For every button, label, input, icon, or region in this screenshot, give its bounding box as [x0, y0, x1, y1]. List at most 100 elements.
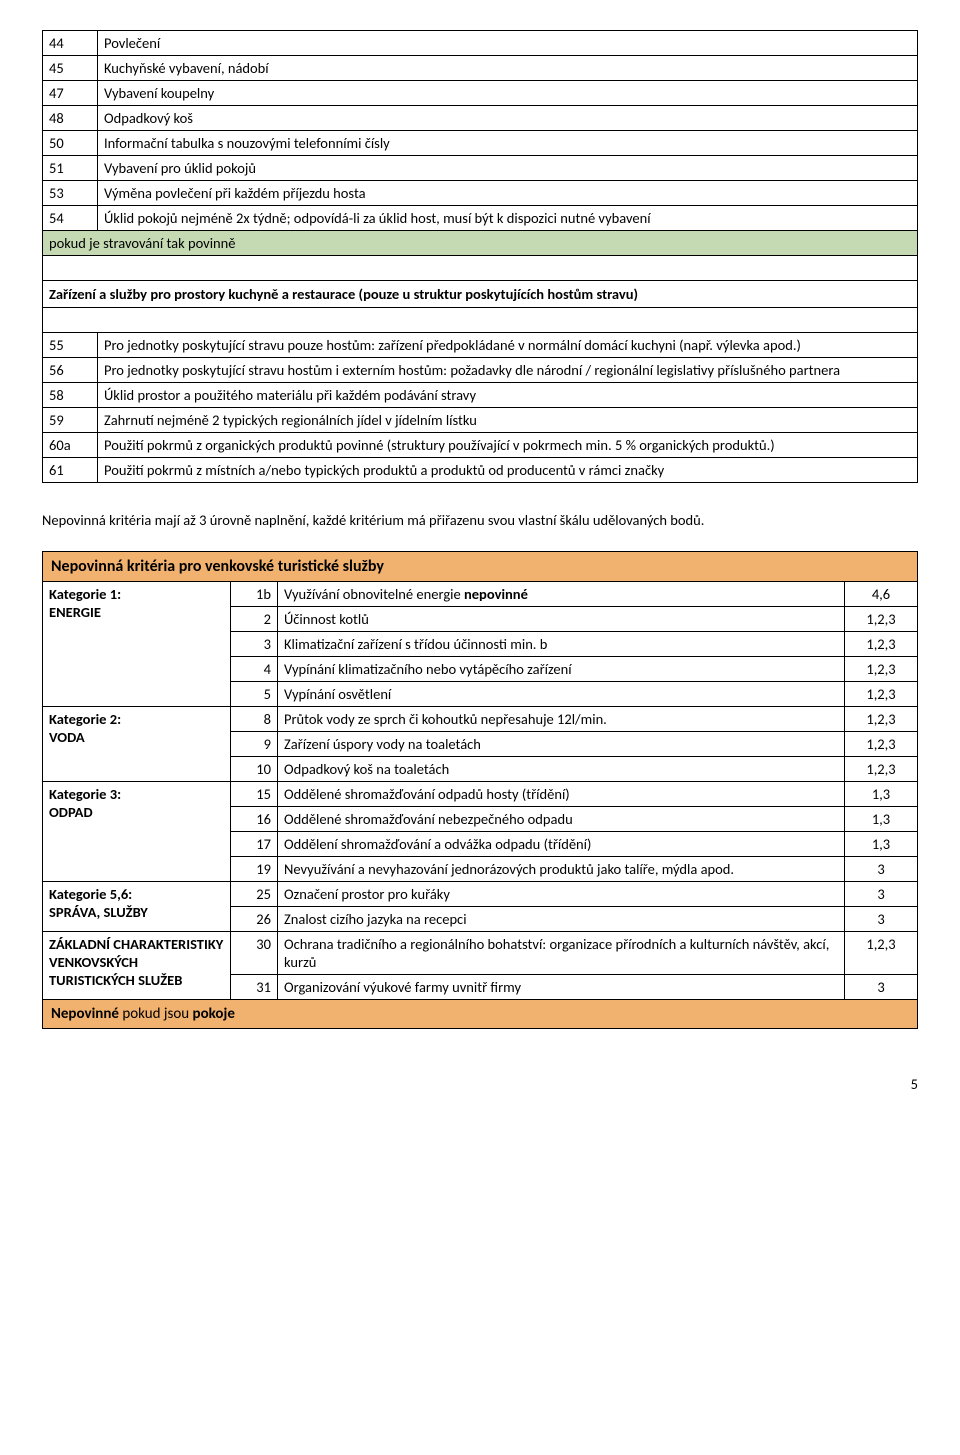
criterion-points: 4,6 — [845, 582, 918, 607]
criterion-index: 26 — [231, 907, 278, 932]
page-number: 5 — [42, 1075, 918, 1093]
criterion-points: 1,2,3 — [845, 632, 918, 657]
criterion-text: Oddělené shromažďování odpadů hosty (tří… — [278, 782, 845, 807]
criterion-points: 1,2,3 — [845, 932, 918, 975]
criterion-text: Oddělené shromažďování nebezpečného odpa… — [278, 807, 845, 832]
table-row: Kategorie 1:ENERGIE1bVyužívání obnovitel… — [43, 582, 918, 607]
row-text: Zahrnutí nejméně 2 typických regionálníc… — [98, 408, 918, 433]
row-text: Úklid prostor a použitého materiálu při … — [98, 383, 918, 408]
criterion-text: Vypínání osvětlení — [278, 682, 845, 707]
criterion-points: 1,2,3 — [845, 657, 918, 682]
criterion-text: Organizování výukové farmy uvnitř firmy — [278, 975, 845, 1000]
category-label: Kategorie 2:VODA — [43, 707, 231, 782]
criterion-text: Průtok vody ze sprch či kohoutků nepřesa… — [278, 707, 845, 732]
criterion-text: Účinnost kotlů — [278, 607, 845, 632]
table-row: ZÁKLADNÍ CHARAKTERISTIKY VENKOVSKÝCH TUR… — [43, 932, 918, 975]
category-label: ZÁKLADNÍ CHARAKTERISTIKY VENKOVSKÝCH TUR… — [43, 932, 231, 1000]
row-text: Odpadkový koš — [98, 106, 918, 131]
table2-title-row: Nepovinná kritéria pro venkovské turisti… — [43, 552, 918, 582]
criterion-points: 1,2,3 — [845, 607, 918, 632]
criterion-index: 2 — [231, 607, 278, 632]
criterion-text: Oddělení shromažďování a odvážka odpadu … — [278, 832, 845, 857]
row-number: 45 — [43, 56, 98, 81]
table-row: 60aPoužití pokrmů z organických produktů… — [43, 433, 918, 458]
criterion-index: 8 — [231, 707, 278, 732]
row-number: 53 — [43, 181, 98, 206]
table-row: Kategorie 3:ODPAD15Oddělené shromažďován… — [43, 782, 918, 807]
criterion-text: Nevyužívání a nevyhazování jednorázových… — [278, 857, 845, 882]
criterion-points: 1,3 — [845, 782, 918, 807]
row-number: 47 — [43, 81, 98, 106]
criterion-index: 10 — [231, 757, 278, 782]
criterion-index: 25 — [231, 882, 278, 907]
criterion-index: 30 — [231, 932, 278, 975]
table-row: 45Kuchyňské vybavení, nádobí — [43, 56, 918, 81]
criterion-points: 3 — [845, 907, 918, 932]
row-text: Informační tabulka s nouzovými telefonní… — [98, 131, 918, 156]
criterion-text: Ochrana tradičního a regionálního bohats… — [278, 932, 845, 975]
row-text: Pro jednotky poskytující stravu pouze ho… — [98, 333, 918, 358]
criterion-index: 3 — [231, 632, 278, 657]
criterion-text: Znalost cizího jazyka na recepci — [278, 907, 845, 932]
table-row: 55Pro jednotky poskytující stravu pouze … — [43, 333, 918, 358]
section-heading: Zařízení a služby pro prostory kuchyně a… — [43, 281, 918, 308]
criteria-table-2: Nepovinná kritéria pro venkovské turisti… — [42, 551, 918, 1029]
table-row: 51Vybavení pro úklid pokojů — [43, 156, 918, 181]
criterion-points: 1,3 — [845, 807, 918, 832]
criterion-index: 16 — [231, 807, 278, 832]
table-row: Kategorie 2:VODA8Průtok vody ze sprch či… — [43, 707, 918, 732]
criterion-text: Klimatizační zařízení s třídou účinnosti… — [278, 632, 845, 657]
table2-footer: Nepovinné pokud jsou pokoje — [43, 1000, 918, 1029]
criterion-points: 1,3 — [845, 832, 918, 857]
criterion-text: Odpadkový koš na toaletách — [278, 757, 845, 782]
highlight-text: pokud je stravování tak povinně — [43, 231, 918, 256]
row-text: Pro jednotky poskytující stravu hostům i… — [98, 358, 918, 383]
table-row: 56Pro jednotky poskytující stravu hostům… — [43, 358, 918, 383]
category-label: Kategorie 1:ENERGIE — [43, 582, 231, 707]
row-text: Povlečení — [98, 31, 918, 56]
criterion-index: 1b — [231, 582, 278, 607]
row-number: 59 — [43, 408, 98, 433]
criterion-points: 1,2,3 — [845, 757, 918, 782]
row-number: 50 — [43, 131, 98, 156]
row-number: 58 — [43, 383, 98, 408]
row-text: Kuchyňské vybavení, nádobí — [98, 56, 918, 81]
table-row: 61Použití pokrmů z místních a/nebo typic… — [43, 458, 918, 483]
highlight-row: pokud je stravování tak povinně — [43, 231, 918, 256]
row-text: Úklid pokojů nejméně 2x týdně; odpovídá-… — [98, 206, 918, 231]
criterion-index: 17 — [231, 832, 278, 857]
row-text: Použití pokrmů z organických produktů po… — [98, 433, 918, 458]
table-row: 53Výměna povlečení při každém příjezdu h… — [43, 181, 918, 206]
criterion-text: Využívání obnovitelné energie nepovinné — [278, 582, 845, 607]
row-text: Vybavení koupelny — [98, 81, 918, 106]
table2-footer-row: Nepovinné pokud jsou pokoje — [43, 1000, 918, 1029]
criterion-points: 1,2,3 — [845, 682, 918, 707]
table-row: 50Informační tabulka s nouzovými telefon… — [43, 131, 918, 156]
row-number: 55 — [43, 333, 98, 358]
row-number: 56 — [43, 358, 98, 383]
criterion-text: Zařízení úspory vody na toaletách — [278, 732, 845, 757]
criterion-index: 31 — [231, 975, 278, 1000]
table2-title: Nepovinná kritéria pro venkovské turisti… — [43, 552, 918, 582]
table-row: 54Úklid pokojů nejméně 2x týdně; odpovíd… — [43, 206, 918, 231]
criterion-index: 19 — [231, 857, 278, 882]
table-row: 47Vybavení koupelny — [43, 81, 918, 106]
row-number: 51 — [43, 156, 98, 181]
criterion-text: Vypínání klimatizačního nebo vytápěcího … — [278, 657, 845, 682]
criterion-points: 3 — [845, 882, 918, 907]
criterion-index: 4 — [231, 657, 278, 682]
criteria-table-1: 44Povlečení45Kuchyňské vybavení, nádobí4… — [42, 30, 918, 483]
row-number: 61 — [43, 458, 98, 483]
table-row: 58Úklid prostor a použitého materiálu př… — [43, 383, 918, 408]
criterion-index: 9 — [231, 732, 278, 757]
criterion-points: 1,2,3 — [845, 732, 918, 757]
table-row: 59Zahrnutí nejméně 2 typických regionáln… — [43, 408, 918, 433]
row-text: Použití pokrmů z místních a/nebo typický… — [98, 458, 918, 483]
criterion-points: 1,2,3 — [845, 707, 918, 732]
row-number: 60a — [43, 433, 98, 458]
criterion-index: 5 — [231, 682, 278, 707]
table-row: 48Odpadkový koš — [43, 106, 918, 131]
row-number: 54 — [43, 206, 98, 231]
category-label: Kategorie 5,6:SPRÁVA, SLUŽBY — [43, 882, 231, 932]
section-heading-row: Zařízení a služby pro prostory kuchyně a… — [43, 281, 918, 308]
